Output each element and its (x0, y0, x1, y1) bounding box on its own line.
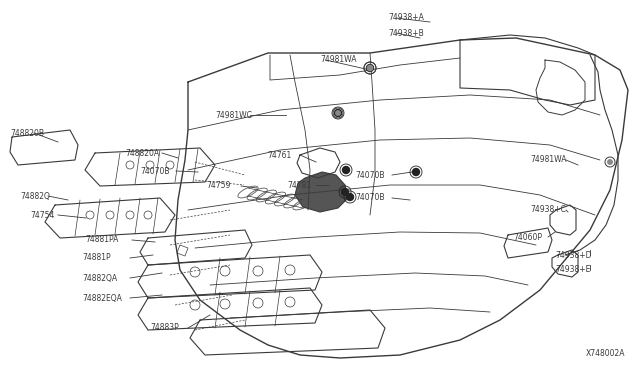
Text: 74938+C: 74938+C (530, 205, 566, 215)
Text: 74882QA: 74882QA (82, 273, 117, 282)
Text: 74938+B: 74938+B (388, 29, 424, 38)
Text: 74070B: 74070B (355, 193, 385, 202)
Circle shape (336, 111, 340, 115)
Circle shape (346, 193, 353, 201)
Text: 74938+E: 74938+E (555, 266, 590, 275)
Text: 74781: 74781 (287, 180, 311, 189)
Circle shape (608, 160, 612, 164)
Text: 74761: 74761 (267, 151, 291, 160)
Text: 74938+A: 74938+A (388, 13, 424, 22)
Text: 74981WC: 74981WC (215, 110, 252, 119)
Text: 74070B: 74070B (355, 170, 385, 180)
Circle shape (367, 64, 374, 71)
Text: 74881PA: 74881PA (85, 235, 118, 244)
Circle shape (342, 167, 349, 173)
Circle shape (342, 189, 349, 196)
Text: 74883P: 74883P (150, 324, 179, 333)
Text: 74938+D: 74938+D (555, 250, 591, 260)
Text: 748820A: 748820A (125, 148, 159, 157)
Text: 74882EQA: 74882EQA (82, 294, 122, 302)
Text: 74882Q: 74882Q (20, 192, 50, 201)
Circle shape (335, 109, 342, 116)
Text: 74981WA: 74981WA (530, 155, 566, 164)
Polygon shape (295, 172, 348, 212)
Text: X748002A: X748002A (586, 349, 625, 358)
Circle shape (367, 65, 372, 71)
Text: 74981WA: 74981WA (320, 55, 356, 64)
Text: 74881P: 74881P (82, 253, 111, 263)
Text: 74070B: 74070B (140, 167, 170, 176)
Text: 74759: 74759 (206, 182, 230, 190)
Text: 74060P: 74060P (513, 232, 542, 241)
Text: 748820B: 748820B (10, 128, 44, 138)
Circle shape (413, 169, 419, 176)
Text: 74754: 74754 (30, 211, 54, 219)
